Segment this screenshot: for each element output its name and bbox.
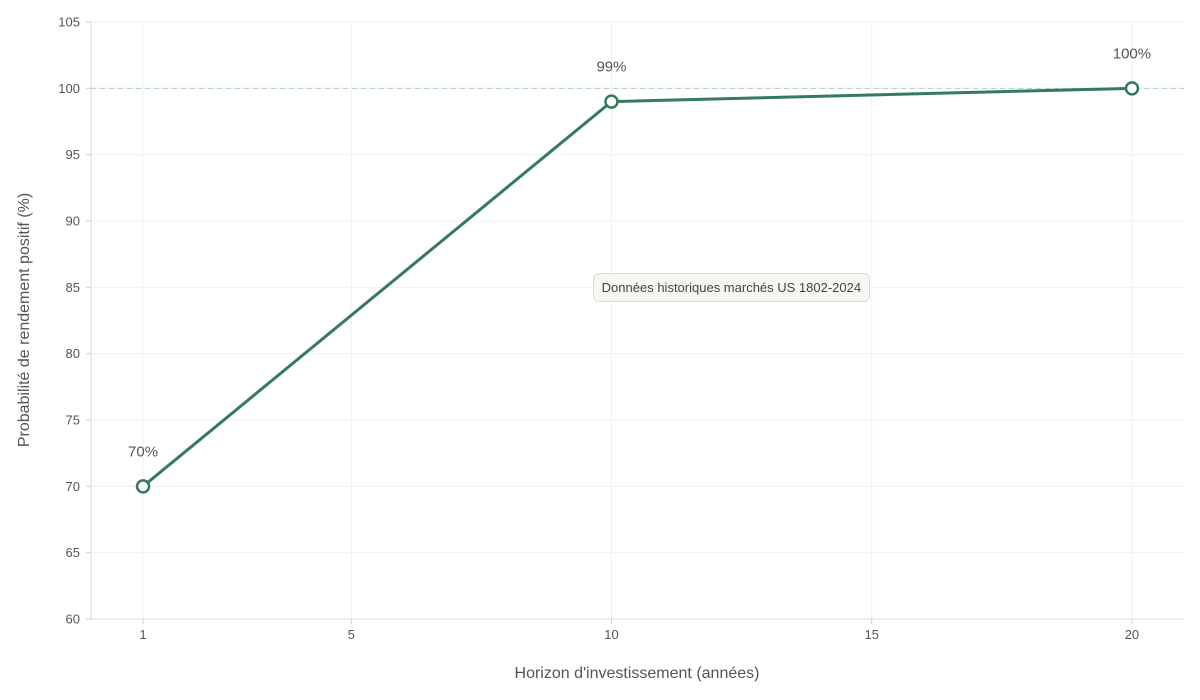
x-tick-label: 1: [139, 627, 146, 642]
x-tick-label: 5: [348, 627, 355, 642]
y-tick-label: 65: [66, 545, 80, 560]
y-axis-title: Probabilité de rendement positif (%): [16, 193, 33, 447]
annotation-box: Données historiques marchés US 1802-2024: [592, 272, 871, 302]
y-tick-label: 75: [66, 413, 80, 428]
data-point: [135, 479, 151, 494]
x-tick-label: 10: [604, 627, 618, 642]
data-label: 100%: [1113, 45, 1151, 62]
series-group: [135, 81, 1140, 494]
x-tick-label: 20: [1125, 627, 1139, 642]
y-tick-label: 90: [66, 214, 80, 229]
data-labels-group: 70% 99% 100%: [128, 45, 1151, 460]
y-tick-label: 95: [66, 147, 80, 162]
y-tick-label: 60: [66, 612, 80, 627]
x-tick-label: 15: [864, 627, 878, 642]
x-axis-title: Horizon d'investissement (années): [515, 665, 760, 682]
data-point: [604, 94, 619, 109]
data-label: 99%: [596, 59, 626, 76]
y-tick-label: 105: [58, 15, 80, 30]
grid: [91, 21, 1184, 620]
y-tick-label: 70: [66, 479, 80, 494]
y-tick-label: 85: [66, 280, 80, 295]
y-tick-label: 100: [58, 81, 80, 96]
y-tick-label: 80: [66, 346, 80, 361]
data-point: [1124, 81, 1140, 96]
data-label: 70%: [128, 443, 158, 460]
